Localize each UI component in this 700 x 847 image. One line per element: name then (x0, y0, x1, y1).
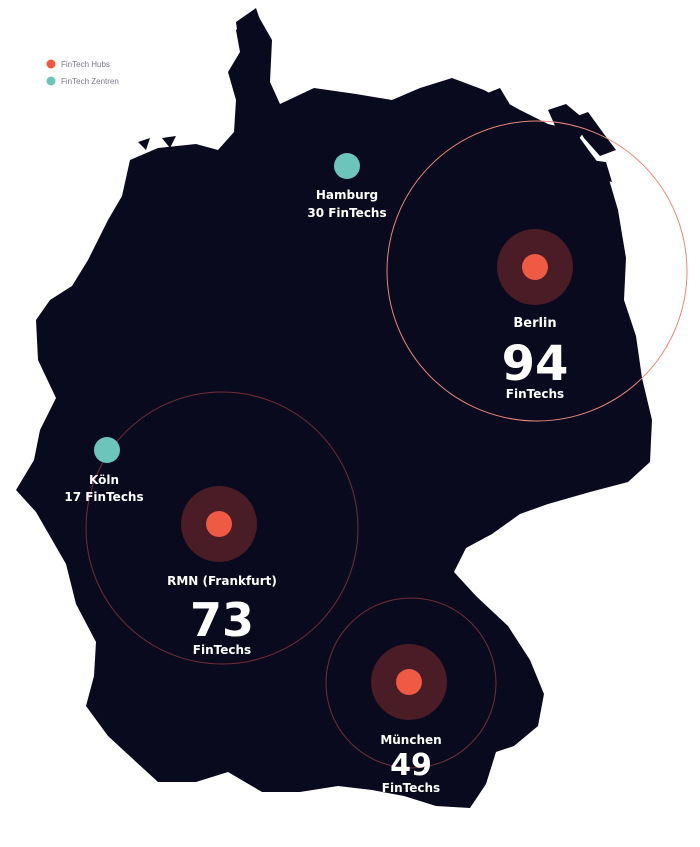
hub-rmn-frankfurt[interactable]: RMN (Frankfurt) 73 FinTechs (85, 391, 359, 665)
center-detail: 17 FinTechs (64, 490, 143, 504)
hub-name: RMN (Frankfurt) (167, 574, 277, 588)
legend-item-fintech-zentren: FinTech Zentren (46, 76, 119, 86)
center-name: Hamburg (316, 188, 378, 202)
hub-ring (325, 597, 497, 769)
center-detail: 30 FinTechs (307, 206, 386, 220)
center-koeln[interactable]: Köln 17 FinTechs (64, 437, 144, 504)
hub-unit: FinTechs (382, 781, 440, 795)
hub-count: 49 (390, 748, 432, 783)
hub-unit: FinTechs (506, 387, 564, 401)
hub-muenchen[interactable]: München 49 FinTechs (325, 597, 497, 795)
center-name: Köln (89, 473, 119, 487)
hub-marker (396, 669, 422, 695)
legend-swatch-hubs (46, 59, 56, 69)
legend: FinTech Hubs FinTech Zentren (46, 59, 119, 86)
center-hamburg[interactable]: Hamburg 30 FinTechs (307, 153, 387, 220)
hub-marker (206, 511, 232, 537)
hub-count: 73 (190, 593, 254, 647)
center-marker (334, 153, 360, 179)
legend-label-hubs: FinTech Hubs (61, 60, 110, 69)
hub-count: 94 (502, 336, 569, 392)
legend-item-fintech-hubs: FinTech Hubs (46, 59, 110, 69)
hub-berlin[interactable]: Berlin 94 FinTechs (386, 120, 688, 422)
hub-unit: FinTechs (193, 643, 251, 657)
legend-label-zentren: FinTech Zentren (61, 77, 119, 86)
hub-ring (85, 391, 359, 665)
hub-ring (386, 120, 688, 422)
hub-name: Berlin (513, 316, 556, 331)
legend-swatch-zentren (46, 76, 56, 86)
center-marker (94, 437, 120, 463)
hub-marker (522, 254, 548, 280)
germany-map-shape (16, 8, 652, 808)
hub-name: München (380, 733, 441, 747)
